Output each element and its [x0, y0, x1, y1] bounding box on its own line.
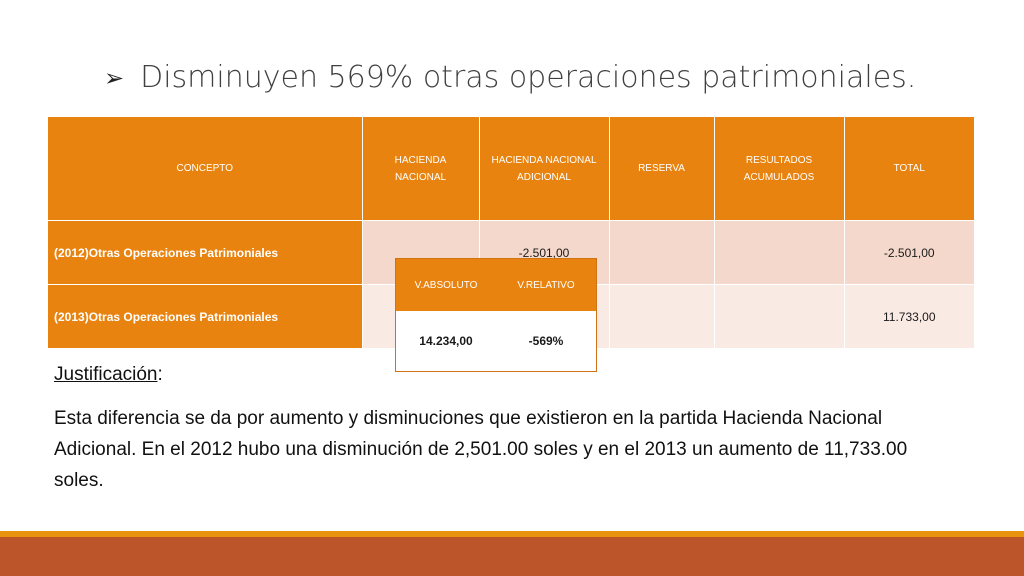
- variation-relativo-label: V.RELATIVO: [517, 279, 575, 291]
- variation-absoluto-label: V.ABSOLUTO: [414, 279, 478, 291]
- variation-absoluto-value: 14.234,00: [419, 334, 473, 348]
- header-hna-line1: HACIENDA NACIONAL: [491, 154, 597, 166]
- row-resultados-acumulados: [714, 284, 845, 348]
- arrow-bullet-icon: ➢: [104, 63, 125, 92]
- row-total: 11.733,00: [844, 284, 974, 348]
- header-total: TOTAL: [844, 117, 974, 221]
- variation-relativo-value: -569%: [528, 334, 564, 348]
- row-reserva: [609, 284, 715, 348]
- header-hn-line1: HACIENDA: [394, 154, 447, 166]
- row-total: -2.501,00: [844, 220, 974, 285]
- slide-title-text: Disminuyen 569% otras operaciones patrim…: [140, 60, 917, 95]
- variation-header: V.ABSOLUTO V.RELATIVO: [396, 259, 596, 311]
- row-reserva: [609, 220, 715, 285]
- table-header-row: CONCEPTO HACIENDA NACIONAL HACIENDA NACI…: [48, 117, 974, 221]
- header-resultados-acumulados: RESULTADOS ACUMULADOS: [714, 117, 845, 221]
- header-hn-line2: NACIONAL: [394, 171, 447, 183]
- justification-text: Esta diferencia se da por aumento y dism…: [54, 408, 908, 491]
- header-hacienda-nacional: HACIENDA NACIONAL: [362, 117, 480, 221]
- operations-table: CONCEPTO HACIENDA NACIONAL HACIENDA NACI…: [48, 117, 974, 348]
- row-resultados-acumulados: [714, 220, 845, 285]
- slide-title: ➢ Disminuyen 569% otras operaciones patr…: [104, 60, 916, 95]
- header-ra-line1: RESULTADOS: [745, 154, 813, 166]
- header-hna-line2: ADICIONAL: [517, 171, 571, 183]
- row-concepto: (2013)Otras Operaciones Patrimoniales: [48, 284, 363, 348]
- justification-heading: Justificación:: [54, 364, 163, 386]
- justification-colon: :: [157, 364, 163, 385]
- footer-accent-strip: [0, 531, 1024, 537]
- header-ra-line2: ACUMULADOS: [743, 171, 815, 183]
- row-concepto: (2012)Otras Operaciones Patrimoniales: [48, 220, 363, 285]
- table-row: (2012)Otras Operaciones Patrimoniales -2…: [48, 220, 974, 285]
- header-concepto: CONCEPTO: [48, 117, 363, 221]
- variation-values: 14.234,00 -569%: [396, 311, 596, 371]
- footer-band: [0, 537, 1024, 576]
- justification-label: Justificación: [54, 364, 158, 385]
- header-reserva: RESERVA: [609, 117, 715, 221]
- variation-box: V.ABSOLUTO V.RELATIVO 14.234,00 -569%: [395, 258, 597, 372]
- header-hacienda-nacional-adicional: HACIENDA NACIONAL ADICIONAL: [479, 117, 610, 221]
